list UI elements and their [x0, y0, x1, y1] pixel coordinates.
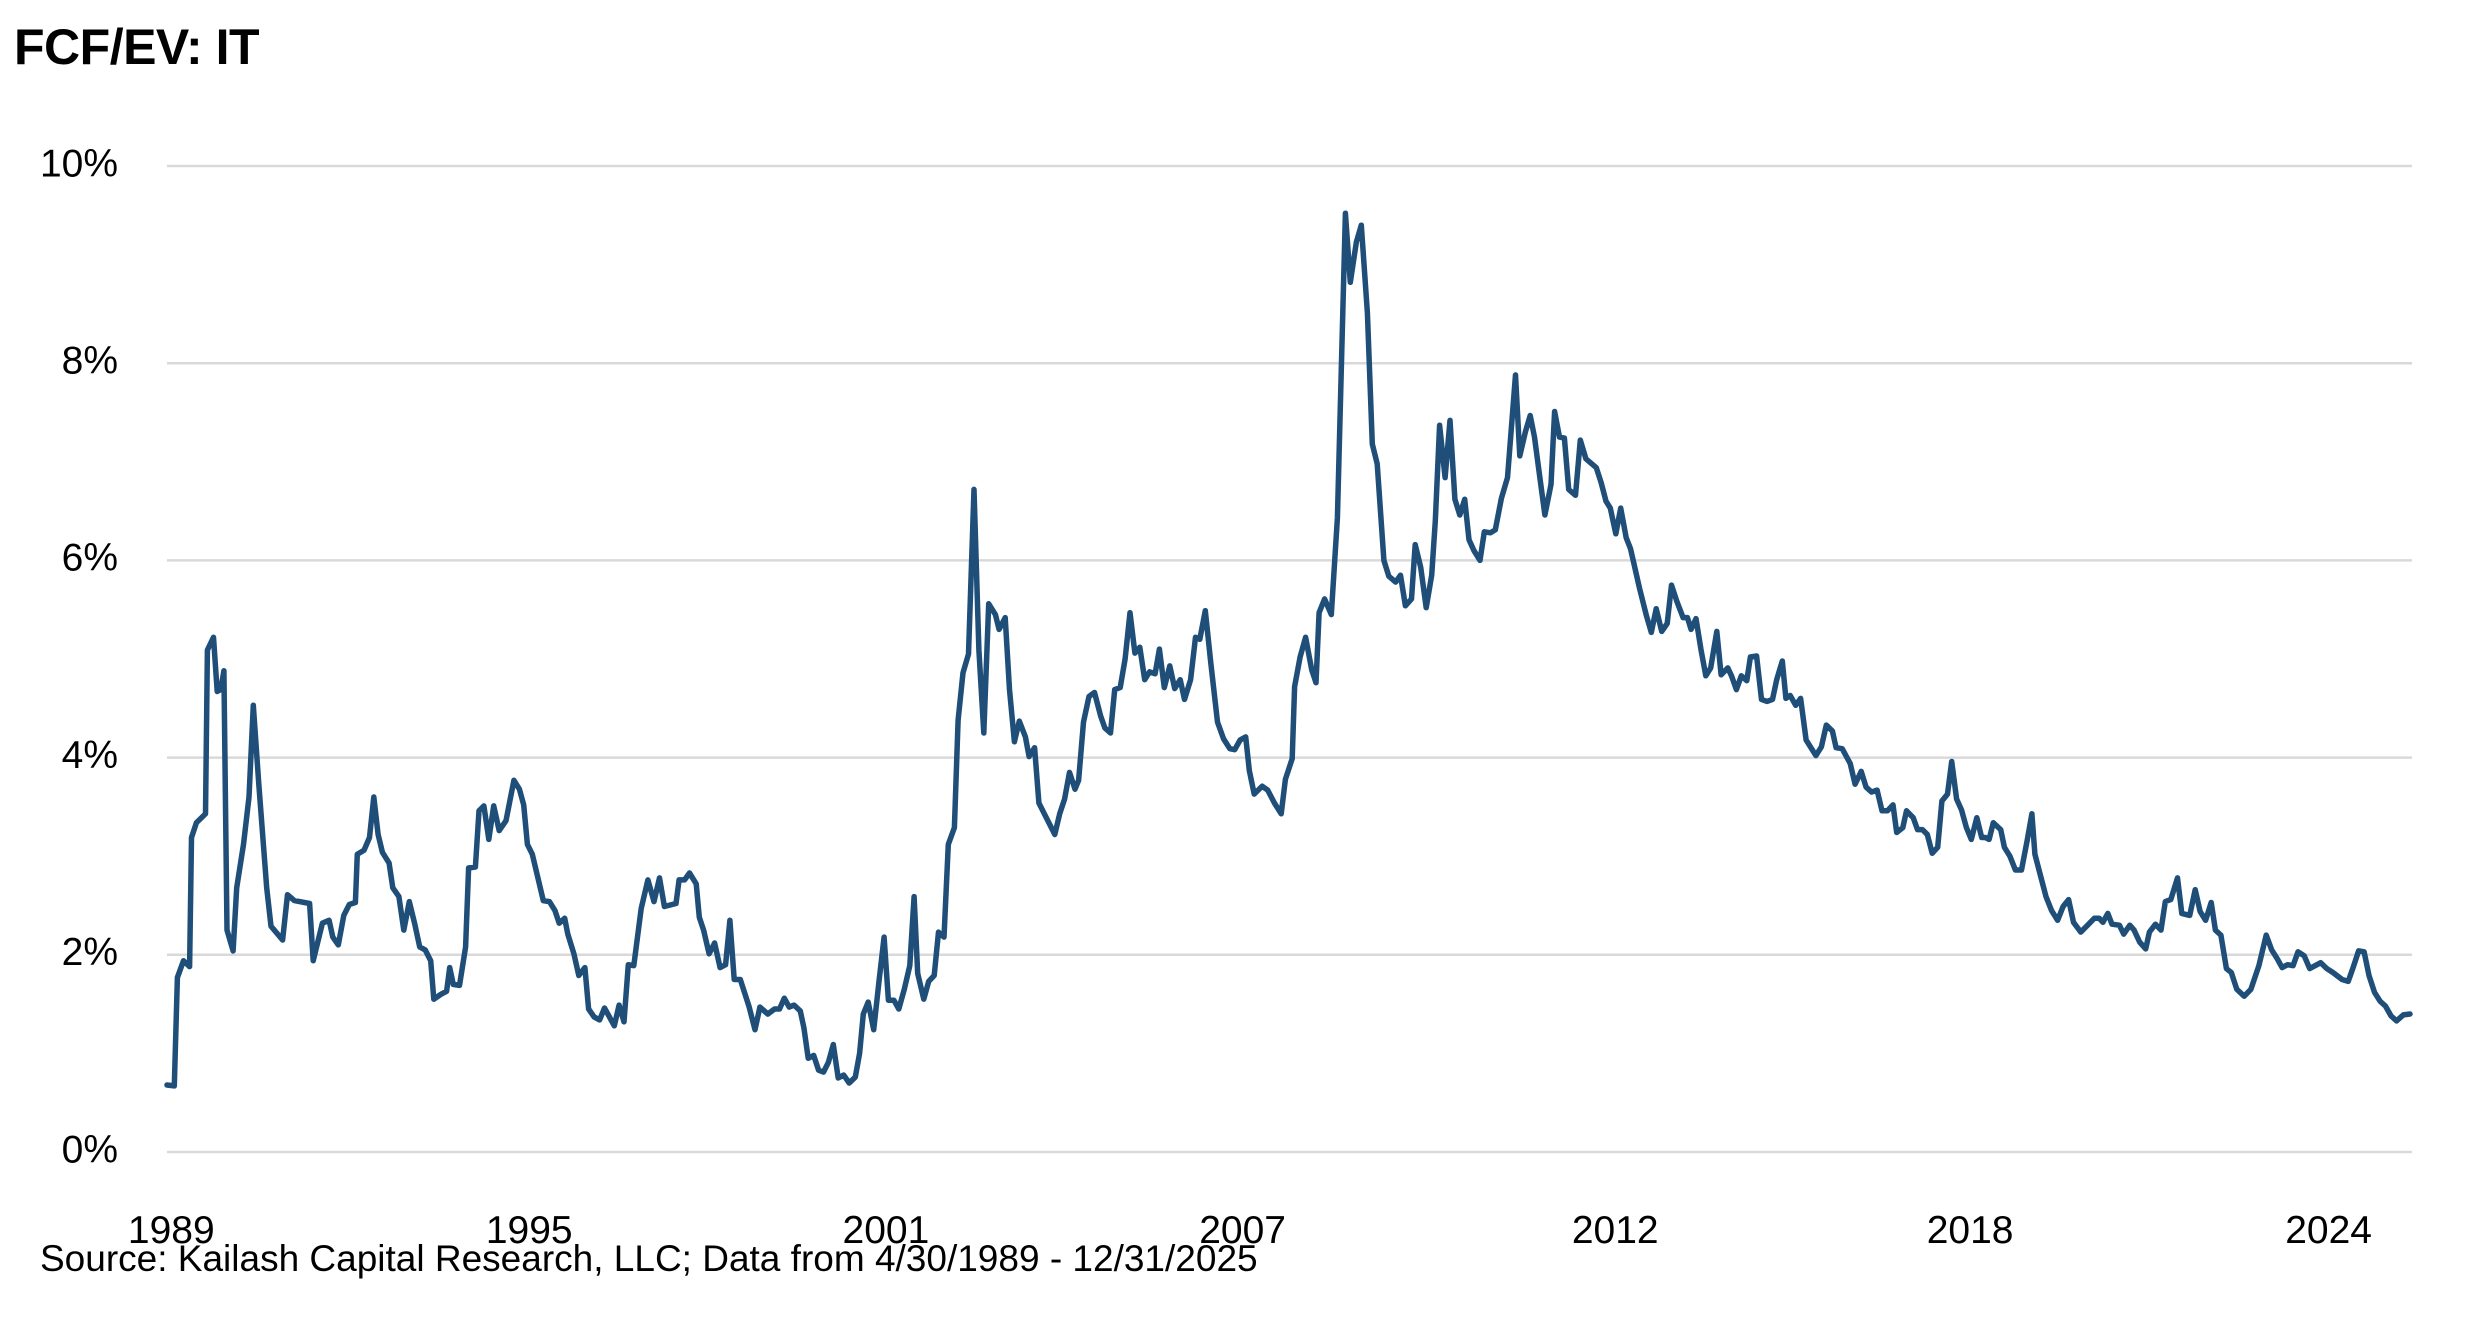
- x-axis-tick-labels: 1989 1995 2001 2007 2012 2018 2024: [128, 1209, 2372, 1252]
- x-tick-label: 2012: [1572, 1209, 1659, 1252]
- y-tick-label: 6%: [62, 537, 118, 580]
- x-tick-label: 2001: [843, 1209, 930, 1252]
- series-line-fcf-ev-it: [164, 210, 2413, 1089]
- x-tick-label: 2024: [2285, 1209, 2372, 1252]
- chart-title: FCF/EV: IT: [14, 19, 260, 75]
- y-tick-label: 2%: [62, 931, 118, 974]
- y-tick-label: 8%: [62, 339, 118, 382]
- source-note: Source: Kailash Capital Research, LLC; D…: [40, 1238, 1258, 1279]
- gridlines: [167, 164, 2412, 1154]
- x-tick-label: 1995: [486, 1209, 573, 1252]
- y-tick-label: 10%: [40, 142, 118, 185]
- y-tick-label: 0%: [62, 1128, 118, 1171]
- y-axis-tick-labels: 0% 2% 4% 6% 8% 10%: [40, 142, 118, 1171]
- x-tick-label: 2007: [1199, 1209, 1286, 1252]
- y-tick-label: 4%: [62, 734, 118, 777]
- x-tick-label: 2018: [1927, 1209, 2014, 1252]
- x-tick-label: 1989: [128, 1209, 215, 1252]
